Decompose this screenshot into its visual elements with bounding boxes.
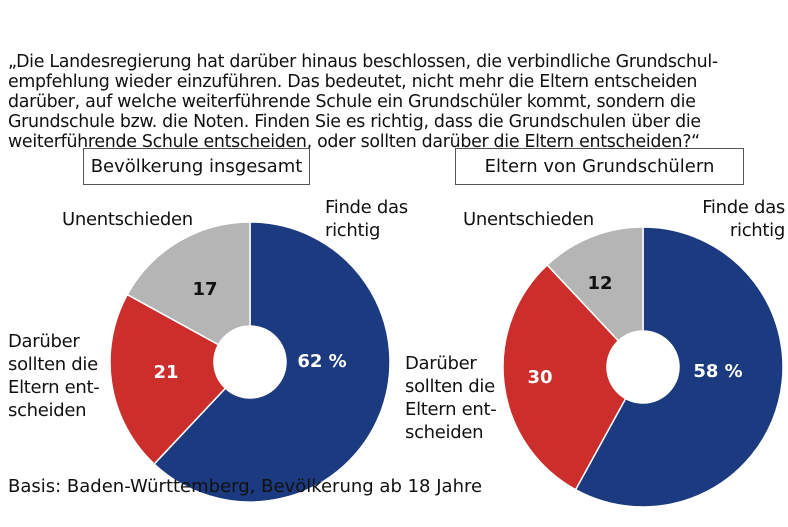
value-label: 12: [587, 273, 612, 294]
value-label: 21: [153, 362, 178, 383]
value-label: 30: [527, 367, 552, 388]
question-line: darüber, auf welche weiterführende Schul…: [8, 92, 696, 112]
category-label: Unentschieden: [62, 209, 193, 230]
question-line: empfehlung wieder einzuführen. Das bedeu…: [8, 72, 698, 92]
category-label: Finde das richtig: [702, 197, 785, 241]
category-label: Finde das richtig: [325, 197, 408, 241]
value-label: 17: [192, 279, 217, 300]
donut-slice: [546, 226, 644, 342]
question-line: Grundschule bzw. die Noten. Finden Sie e…: [8, 112, 701, 132]
chart-title: Eltern von Grundschülern: [455, 148, 744, 185]
value-label: 62 %: [297, 351, 346, 372]
donut-slice: [502, 263, 627, 491]
category-label: Darüber sollten die Eltern ent- scheiden: [405, 353, 497, 443]
footnote: Basis: Baden-Württemberg, Bevölkerung ab…: [8, 476, 483, 497]
category-label: Unentschieden: [463, 209, 594, 230]
donut-slice: [153, 221, 391, 503]
category-label: Darüber sollten die Eltern ent- scheiden: [8, 331, 100, 421]
donut-slice: [126, 221, 251, 346]
question-line: weiterführende Schule entscheiden, oder …: [8, 132, 700, 152]
question-line: „Die Landesregierung hat darüber hinaus …: [8, 52, 718, 72]
donut-slice: [109, 293, 227, 466]
chart-title: Bevölkerung insgesamt: [83, 148, 310, 185]
value-label: 58 %: [693, 361, 742, 382]
donut-slice: [574, 226, 784, 508]
